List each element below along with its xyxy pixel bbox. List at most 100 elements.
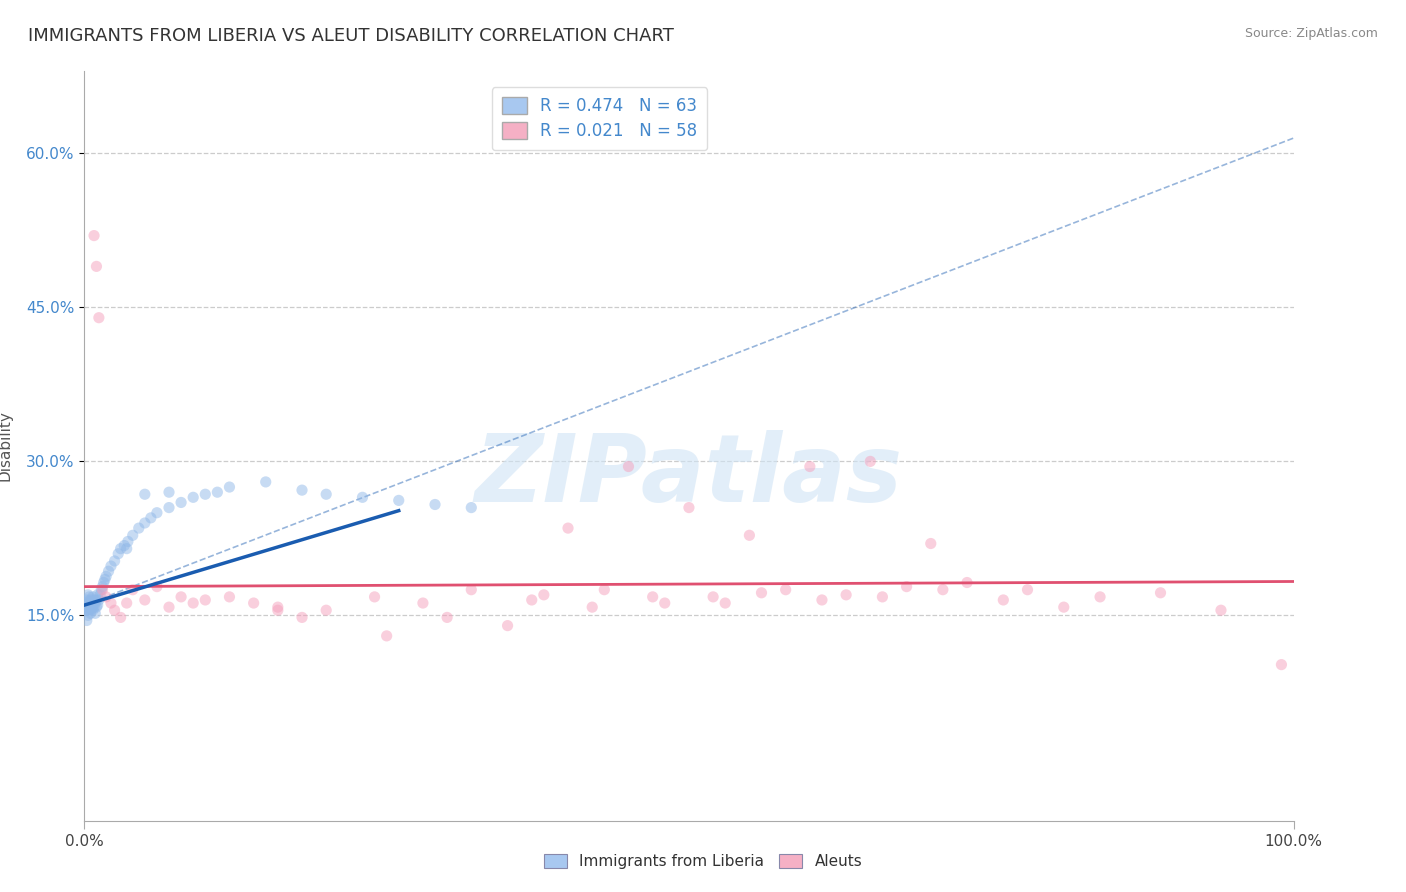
Point xyxy=(932,582,955,597)
Point xyxy=(835,588,858,602)
Point xyxy=(460,500,482,515)
Point xyxy=(77,608,100,623)
Point xyxy=(91,580,114,594)
Point xyxy=(86,600,108,615)
Point xyxy=(896,580,918,594)
Point xyxy=(1209,603,1232,617)
Point xyxy=(75,603,97,617)
Point xyxy=(267,600,290,615)
Point xyxy=(80,602,103,616)
Point xyxy=(157,500,180,515)
Point xyxy=(714,596,737,610)
Point xyxy=(91,582,114,597)
Point xyxy=(128,521,150,535)
Point xyxy=(100,559,122,574)
Point xyxy=(112,539,135,553)
Point xyxy=(315,487,337,501)
Point xyxy=(496,618,519,632)
Point xyxy=(94,590,117,604)
Point xyxy=(363,590,385,604)
Point xyxy=(77,595,100,609)
Point xyxy=(77,603,100,617)
Point xyxy=(86,593,108,607)
Point xyxy=(315,603,337,617)
Point xyxy=(134,593,156,607)
Point xyxy=(170,495,193,509)
Point xyxy=(1088,590,1111,604)
Point xyxy=(194,487,217,501)
Point xyxy=(811,593,834,607)
Point xyxy=(89,588,111,602)
Point xyxy=(617,459,640,474)
Point xyxy=(87,593,110,607)
Point xyxy=(82,598,104,612)
Point xyxy=(97,564,120,578)
Point xyxy=(76,614,98,628)
Point xyxy=(86,260,108,274)
Point xyxy=(100,596,122,610)
Point xyxy=(581,600,603,615)
Point xyxy=(94,573,117,587)
Point xyxy=(75,598,97,612)
Point xyxy=(702,590,724,604)
Point xyxy=(146,580,169,594)
Point xyxy=(117,534,139,549)
Point xyxy=(993,593,1015,607)
Point xyxy=(267,603,290,617)
Point xyxy=(352,491,374,505)
Point xyxy=(242,596,264,610)
Point xyxy=(533,588,555,602)
Point xyxy=(104,554,127,568)
Point xyxy=(799,459,821,474)
Point xyxy=(104,603,127,617)
Point xyxy=(79,607,101,621)
Point xyxy=(77,588,100,602)
Point xyxy=(218,590,240,604)
Point xyxy=(207,485,229,500)
Point xyxy=(121,582,143,597)
Point xyxy=(90,582,112,597)
Point xyxy=(388,493,411,508)
Point xyxy=(412,596,434,610)
Point xyxy=(107,547,129,561)
Point xyxy=(115,596,138,610)
Point xyxy=(157,485,180,500)
Point xyxy=(86,588,108,602)
Point xyxy=(1017,582,1039,597)
Y-axis label: Disability: Disability xyxy=(0,410,13,482)
Point xyxy=(738,528,761,542)
Point xyxy=(641,590,664,604)
Point xyxy=(134,487,156,501)
Point xyxy=(94,569,117,583)
Point xyxy=(920,536,942,550)
Point xyxy=(956,575,979,590)
Legend: Immigrants from Liberia, Aleuts: Immigrants from Liberia, Aleuts xyxy=(537,848,869,875)
Point xyxy=(93,575,115,590)
Point xyxy=(194,593,217,607)
Point xyxy=(77,600,100,615)
Point xyxy=(80,595,103,609)
Text: IMMIGRANTS FROM LIBERIA VS ALEUT DISABILITY CORRELATION CHART: IMMIGRANTS FROM LIBERIA VS ALEUT DISABIL… xyxy=(28,27,673,45)
Point xyxy=(86,598,108,612)
Point xyxy=(82,603,104,617)
Point xyxy=(181,596,204,610)
Point xyxy=(678,500,700,515)
Point xyxy=(520,593,543,607)
Point xyxy=(115,541,138,556)
Point xyxy=(79,593,101,607)
Point xyxy=(557,521,579,535)
Point xyxy=(79,600,101,615)
Point xyxy=(375,629,398,643)
Point xyxy=(291,483,314,497)
Point xyxy=(77,596,100,610)
Point xyxy=(110,610,132,624)
Text: Source: ZipAtlas.com: Source: ZipAtlas.com xyxy=(1244,27,1378,40)
Point xyxy=(84,596,107,610)
Point xyxy=(83,600,105,615)
Point xyxy=(77,590,100,604)
Legend: R = 0.474   N = 63, R = 0.021   N = 58: R = 0.474 N = 63, R = 0.021 N = 58 xyxy=(492,87,707,150)
Point xyxy=(751,586,773,600)
Point xyxy=(291,610,314,624)
Point xyxy=(139,511,162,525)
Point xyxy=(121,528,143,542)
